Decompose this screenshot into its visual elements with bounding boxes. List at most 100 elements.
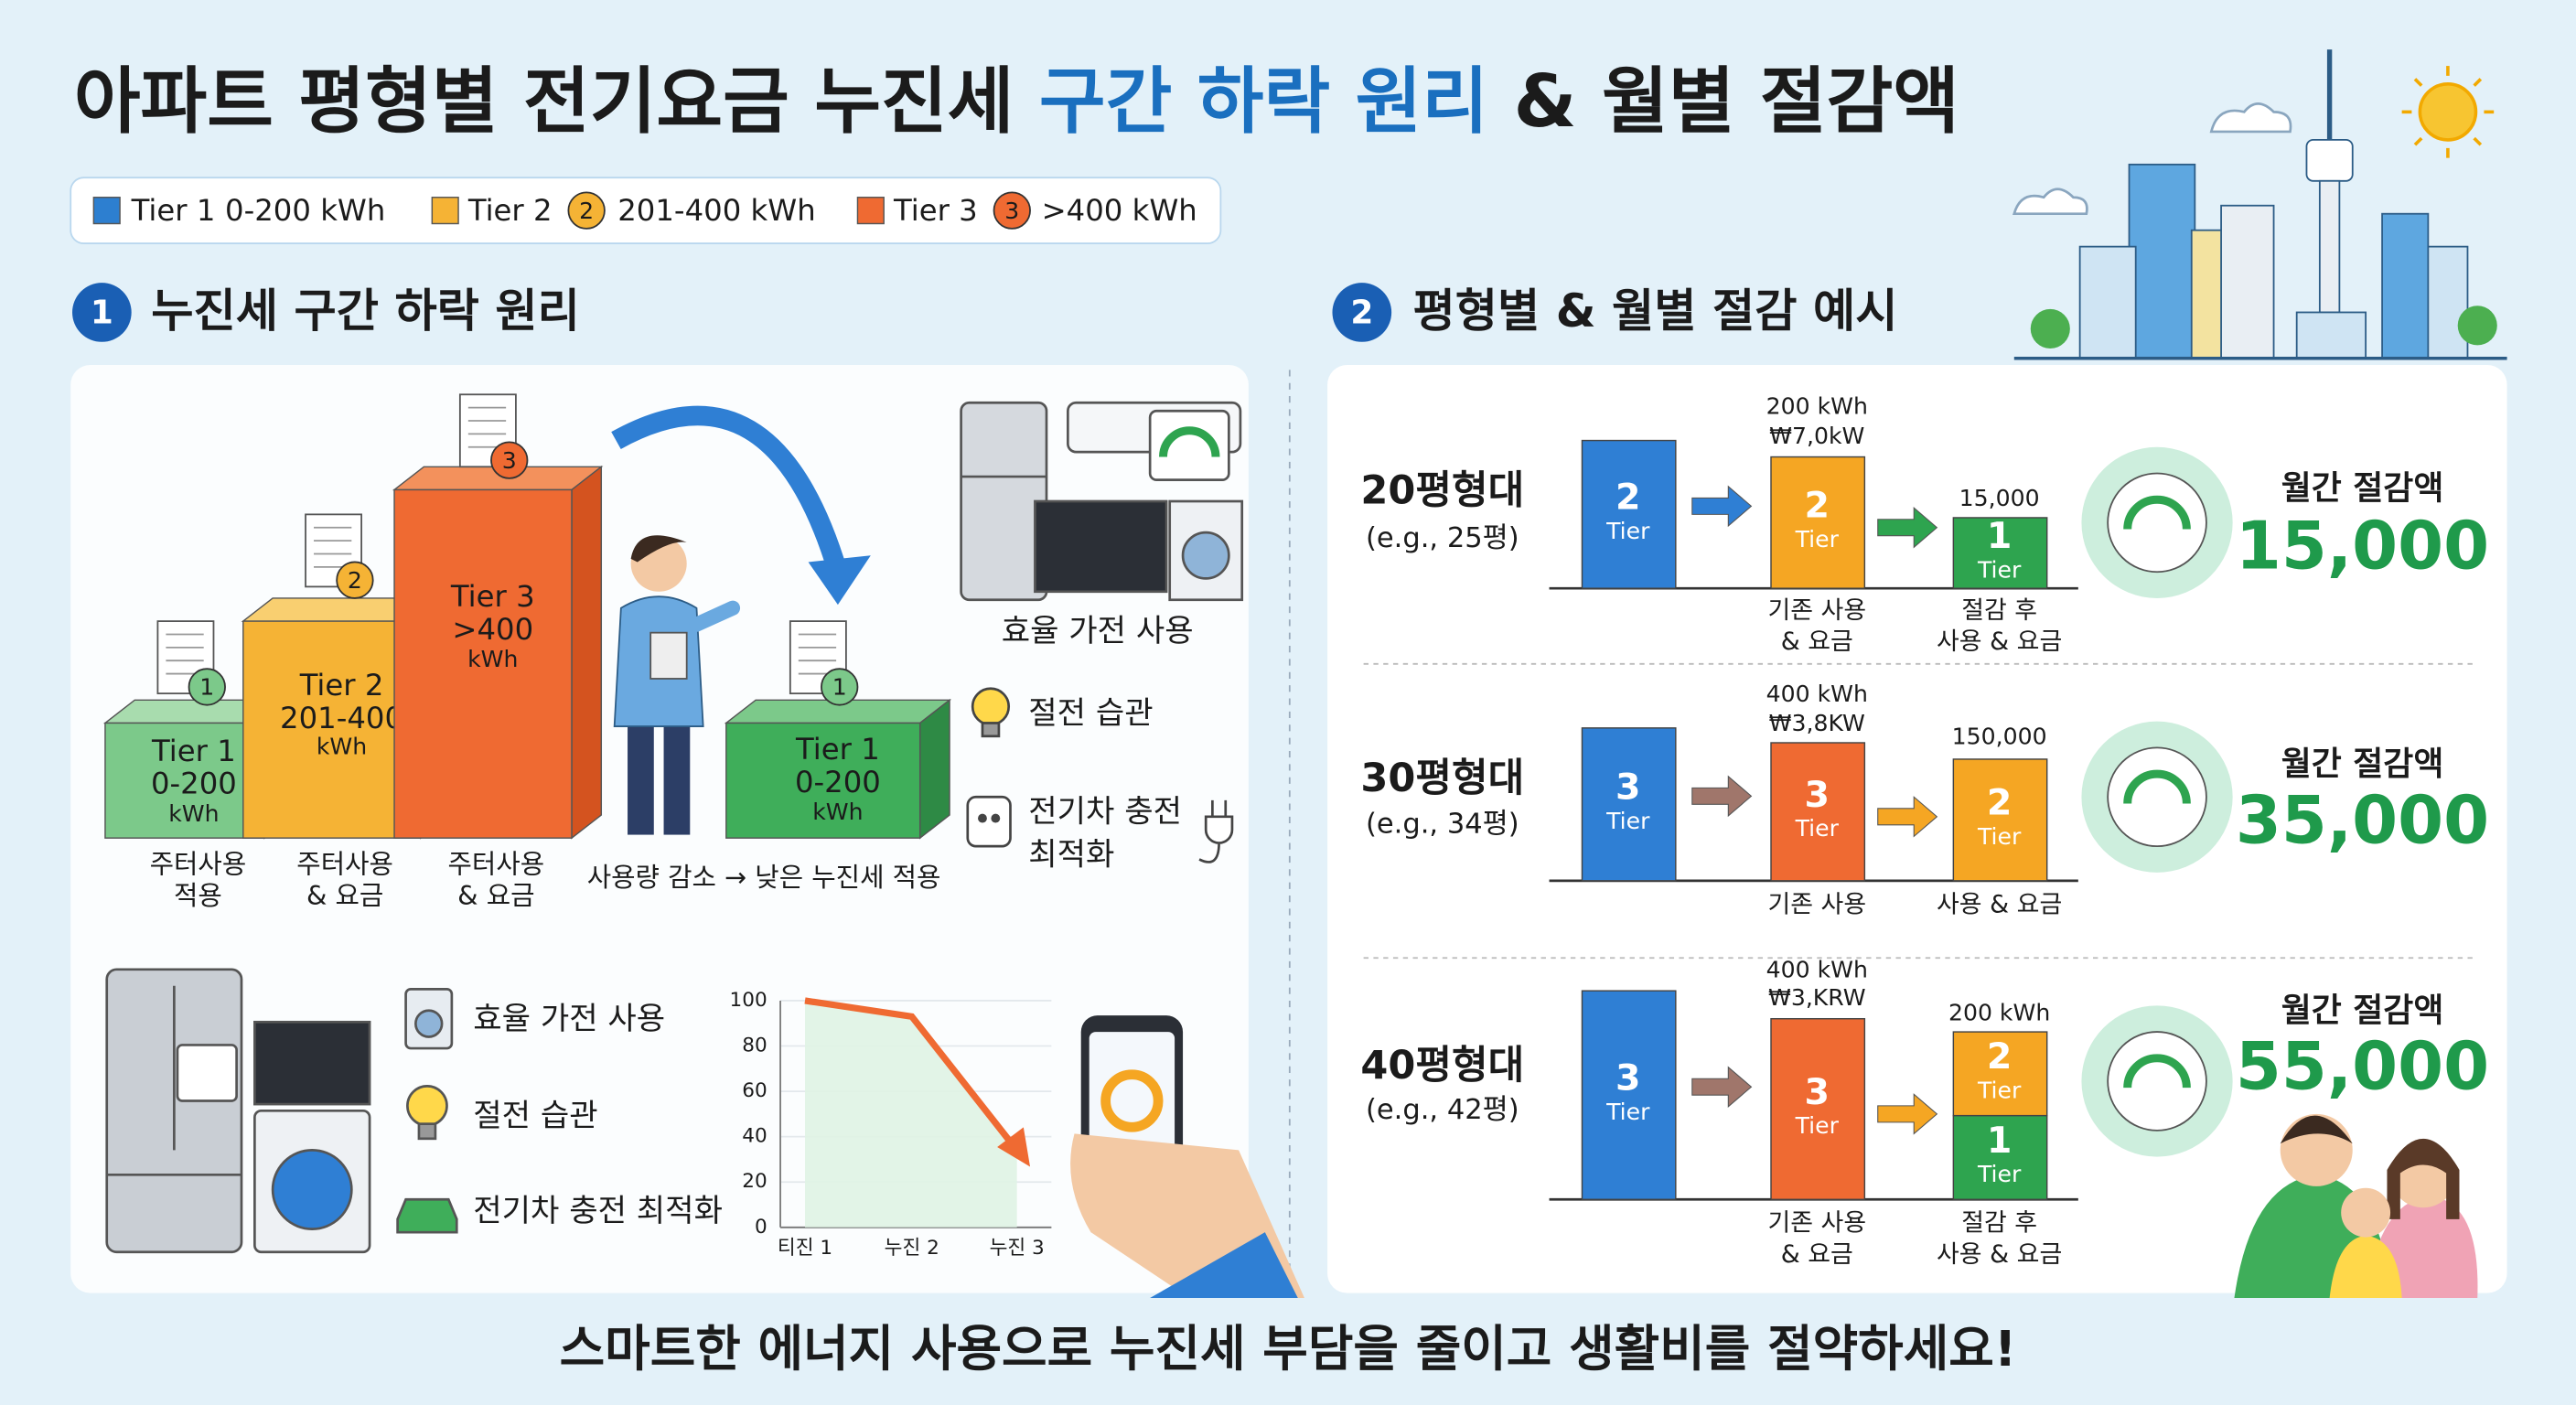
person xyxy=(628,723,654,835)
phone xyxy=(1150,1232,1298,1299)
legend-range: 0-200 kWh xyxy=(225,193,385,228)
tier-block-caption: 주터사용 xyxy=(150,849,247,880)
after-caption: 사용 & 요금 xyxy=(1937,627,2062,656)
city-skyline xyxy=(2413,136,2423,146)
tier-bar-label: Tier xyxy=(1977,556,2022,583)
legend-swatch xyxy=(856,197,885,225)
flow-arrow xyxy=(1877,796,1938,838)
tier-bar xyxy=(1581,439,1677,589)
tier-badge xyxy=(821,668,859,706)
before-caption: 기존 사용 xyxy=(1767,596,1866,625)
tier-badge-number: 2 xyxy=(348,567,362,594)
tier-block-caption: & 요금 xyxy=(306,880,383,911)
city-skyline xyxy=(2413,78,2423,87)
tip-icons xyxy=(966,795,1012,848)
appliances-bottom xyxy=(271,1149,353,1230)
tier-badge-number: 1 xyxy=(832,674,847,701)
title-part: & 월별 절감액 xyxy=(1514,59,1959,144)
person xyxy=(649,631,688,680)
city-skyline xyxy=(2457,306,2497,346)
tier-block-label: Tier 3 xyxy=(450,579,535,614)
tier-badge-number: 1 xyxy=(199,674,214,701)
legend-label: Tier 3 xyxy=(893,193,978,228)
title-part: 아파트 평형별 전기요금 누진세 xyxy=(74,59,1014,144)
tier-bar-label: Tier xyxy=(1605,518,1650,544)
after-caption: 절감 후 xyxy=(1961,1209,2037,1238)
appliances-bottom xyxy=(417,1122,437,1141)
tier-bar-number: 3 xyxy=(1805,774,1830,816)
tip-label: 효율 가전 사용 xyxy=(473,1001,665,1037)
city-skyline xyxy=(2078,245,2137,359)
saving-icon xyxy=(2107,472,2207,574)
phone xyxy=(1100,1069,1164,1132)
legend-badge-number: 3 xyxy=(1004,198,1019,224)
before-usage: ₩3,8KW xyxy=(1769,710,1865,736)
tier-bar-number: 2 xyxy=(1987,1035,2012,1078)
appliances-bottom xyxy=(414,1009,444,1038)
tier-bar xyxy=(1770,742,1866,882)
after-caption: 사용 & 요금 xyxy=(1937,1240,2062,1269)
tier-bar xyxy=(1770,1017,1866,1200)
saving-label: 월간 절감액 xyxy=(2281,745,2444,783)
tier-bar xyxy=(1770,456,1866,589)
legend-swatch xyxy=(431,197,459,225)
before-caption: 기존 사용 xyxy=(1767,890,1866,918)
city-skyline xyxy=(2295,311,2367,359)
before-caption: & 요금 xyxy=(1781,627,1853,656)
tier-block-caption: 주터사용 xyxy=(296,849,393,880)
tier-block-caption: & 요금 xyxy=(457,880,534,911)
decrease-arrow-head xyxy=(808,555,871,606)
section-title: 누진세 구간 하락 원리 xyxy=(151,284,580,338)
legend-badge xyxy=(567,191,606,230)
before-usage: 400 kWh xyxy=(1766,681,1868,707)
person xyxy=(689,600,741,632)
city-skyline xyxy=(2401,66,2495,158)
city-skyline xyxy=(2220,204,2275,359)
tier-bar-label: Tier xyxy=(1605,1099,1650,1125)
tip-label: 전기차 충전 xyxy=(1028,794,1182,831)
city-skyline xyxy=(2012,49,2507,360)
tier-bar-label: Tier xyxy=(1977,1161,2022,1187)
size-label: 40평형대 xyxy=(1360,1043,1524,1089)
tip-icons xyxy=(971,687,1011,726)
legend-box xyxy=(70,177,1222,244)
section-number: 2 xyxy=(1350,294,1373,331)
y-tick-label: 100 xyxy=(730,989,767,1012)
decrease-caption: 사용량 감소 → 낮은 누진세 적용 xyxy=(587,862,941,893)
before-usage: 400 kWh xyxy=(1766,957,1868,983)
result-block xyxy=(725,722,921,839)
appliances-top xyxy=(960,401,1244,602)
city-skyline xyxy=(2128,163,2196,359)
appliances-bottom xyxy=(406,1085,448,1127)
family xyxy=(2387,1138,2460,1219)
tier-block-label: Tier 1 xyxy=(151,734,236,768)
size-example: (e.g., 34평) xyxy=(1366,808,1519,840)
appliances-top xyxy=(1148,409,1230,481)
saving-label: 월간 절감액 xyxy=(2281,469,2444,507)
title-highlight: 구간 하락 원리 xyxy=(1039,59,1488,144)
tier-block xyxy=(104,722,265,839)
legend-range: >400 kWh xyxy=(1042,193,1197,228)
tier-block-label: kWh xyxy=(168,800,219,827)
before-caption: & 요금 xyxy=(1781,1240,1853,1269)
tier-bar-label: Tier xyxy=(1977,823,2022,850)
legend-label: Tier 1 xyxy=(131,193,216,228)
tier-bar-number: 2 xyxy=(1805,485,1830,527)
saving-icon xyxy=(2107,1031,2207,1132)
tier-block-label: 0-200 xyxy=(151,767,237,801)
city-skyline xyxy=(2418,82,2478,142)
city-skyline xyxy=(2381,212,2430,359)
saving-amount: 55,000 xyxy=(2236,1028,2489,1105)
section-badge xyxy=(72,283,132,342)
saving-amount: 35,000 xyxy=(2236,781,2489,858)
tier-badge xyxy=(188,668,226,706)
saving-icon xyxy=(2107,746,2207,848)
tier-bar xyxy=(1581,727,1677,882)
saving-amount: 15,000 xyxy=(2236,507,2489,584)
tier-block-side xyxy=(571,465,603,840)
section-title: 평형별 & 월별 절감 예시 xyxy=(1412,284,1897,338)
legend-badge-number: 2 xyxy=(579,198,594,224)
legend-badge xyxy=(993,191,1031,230)
appliances-top xyxy=(960,401,1048,602)
legend-swatch xyxy=(92,197,121,225)
